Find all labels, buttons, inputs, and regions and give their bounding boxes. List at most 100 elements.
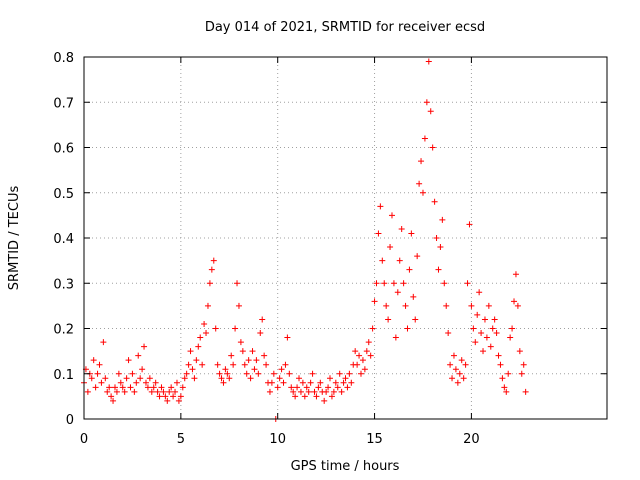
data-point xyxy=(206,280,213,287)
data-point xyxy=(173,379,180,386)
data-point xyxy=(90,357,97,364)
data-point xyxy=(419,189,426,196)
data-point xyxy=(313,393,320,400)
data-point xyxy=(472,339,479,346)
x-tick-label: 0 xyxy=(80,432,88,447)
data-point xyxy=(416,180,423,187)
data-point xyxy=(156,393,163,400)
data-point xyxy=(266,388,273,395)
data-point xyxy=(228,352,235,359)
data-point xyxy=(470,325,477,332)
data-point xyxy=(462,361,469,368)
data-point xyxy=(375,230,382,237)
data-point xyxy=(270,370,277,377)
data-point xyxy=(356,352,363,359)
x-tick-label: 5 xyxy=(177,432,185,447)
data-point xyxy=(437,244,444,251)
data-point xyxy=(230,361,237,368)
data-point xyxy=(385,316,392,323)
data-point xyxy=(121,388,128,395)
data-point xyxy=(381,280,388,287)
data-point xyxy=(327,375,334,382)
data-point xyxy=(175,397,182,404)
data-point xyxy=(435,266,442,273)
data-point xyxy=(108,393,115,400)
data-point xyxy=(474,311,481,318)
data-point xyxy=(286,370,293,377)
data-point xyxy=(131,388,138,395)
data-point xyxy=(276,375,283,382)
y-tick-label: 0.6 xyxy=(53,142,74,157)
data-point xyxy=(406,266,413,273)
data-series xyxy=(81,58,529,422)
data-point xyxy=(274,384,281,391)
data-point xyxy=(418,158,425,165)
data-point xyxy=(115,370,122,377)
y-tick-label: 0.1 xyxy=(53,368,74,383)
data-point xyxy=(237,339,244,346)
data-point xyxy=(197,334,204,341)
data-point xyxy=(507,334,514,341)
data-point xyxy=(241,361,248,368)
data-point xyxy=(195,343,202,350)
data-point xyxy=(441,280,448,287)
data-point xyxy=(398,225,405,232)
data-point xyxy=(125,357,132,364)
data-point xyxy=(361,366,368,373)
data-point xyxy=(404,325,411,332)
data-point xyxy=(263,361,270,368)
data-point xyxy=(443,302,450,309)
data-point xyxy=(133,379,140,386)
x-axis-label: GPS time / hours xyxy=(291,459,400,474)
data-point xyxy=(400,280,407,287)
data-point xyxy=(139,366,146,373)
y-tick-label: 0 xyxy=(66,413,74,428)
data-point xyxy=(148,388,155,395)
data-point xyxy=(150,384,157,391)
data-point xyxy=(487,343,494,350)
data-point xyxy=(485,302,492,309)
data-point xyxy=(334,384,341,391)
axis-ticks xyxy=(83,56,607,420)
data-point xyxy=(117,379,124,386)
data-point xyxy=(301,393,308,400)
data-point xyxy=(309,370,316,377)
data-point xyxy=(371,298,378,305)
data-point xyxy=(340,379,347,386)
data-point xyxy=(402,302,409,309)
data-point xyxy=(425,58,432,65)
data-point xyxy=(141,343,148,350)
data-point xyxy=(239,348,246,355)
data-point xyxy=(185,361,192,368)
data-point xyxy=(476,289,483,296)
x-tick-label: 20 xyxy=(463,432,480,447)
data-point xyxy=(92,384,99,391)
data-point xyxy=(344,384,351,391)
data-point xyxy=(290,388,297,395)
data-point xyxy=(158,384,165,391)
data-point xyxy=(102,375,109,382)
data-point xyxy=(146,375,153,382)
data-point xyxy=(512,271,519,278)
data-point xyxy=(123,375,130,382)
data-point xyxy=(383,302,390,309)
data-point xyxy=(181,375,188,382)
data-point xyxy=(299,379,306,386)
y-tick-label: 0.5 xyxy=(53,187,74,202)
data-point xyxy=(408,230,415,237)
data-point xyxy=(268,379,275,386)
data-point xyxy=(421,135,428,142)
data-point xyxy=(445,330,452,337)
data-point xyxy=(454,379,461,386)
x-tick-label: 15 xyxy=(366,432,383,447)
data-point xyxy=(348,379,355,386)
data-point xyxy=(433,235,440,241)
y-tick-label: 0.8 xyxy=(53,51,74,66)
data-point xyxy=(214,361,221,368)
data-point xyxy=(110,397,117,404)
data-point xyxy=(431,198,438,205)
data-point xyxy=(129,370,136,377)
data-point xyxy=(203,330,210,337)
data-point xyxy=(460,375,467,382)
data-point xyxy=(278,366,285,373)
